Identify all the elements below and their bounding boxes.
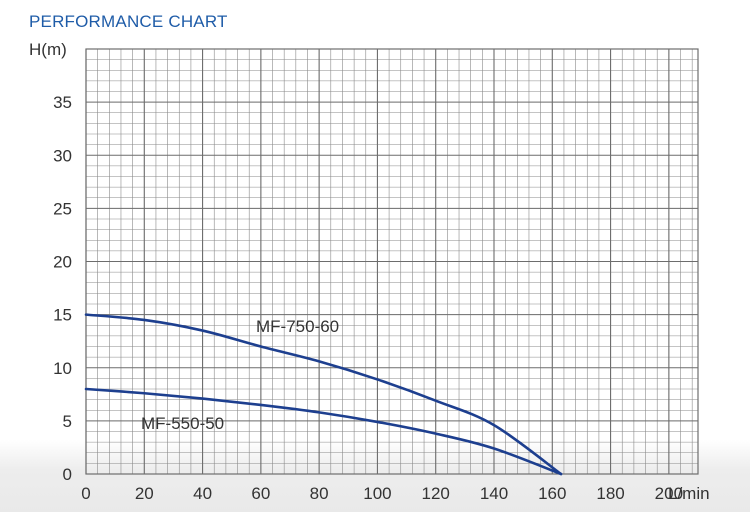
- y-tick-label: 30: [53, 146, 72, 165]
- x-tick-label: 0: [81, 484, 90, 503]
- x-tick-labels: 0 20 40 60 80 100 120 140 160 180 200: [81, 484, 683, 503]
- y-tick-label: 25: [53, 199, 72, 218]
- y-tick-label: 5: [63, 412, 72, 431]
- plot-frame: [85, 48, 699, 475]
- y-axis-label: H(m): [29, 40, 67, 59]
- x-tick-label: 100: [363, 484, 391, 503]
- y-tick-label: 35: [53, 93, 72, 112]
- y-tick-label: 20: [53, 253, 72, 272]
- y-tick-label: 0: [63, 465, 72, 484]
- y-tick-label: 15: [53, 306, 72, 325]
- x-tick-label: 20: [135, 484, 154, 503]
- grid-major: [85, 48, 699, 475]
- series-line-1: [84, 387, 563, 476]
- series-line-0: [84, 313, 563, 476]
- x-axis-label: L/min: [668, 484, 710, 503]
- x-tick-label: 180: [596, 484, 624, 503]
- curve-labels: MF-750-60 MF-550-50: [141, 317, 339, 433]
- x-tick-label: 140: [480, 484, 508, 503]
- y-tick-labels: 0 5 10 15 20 25 30 35: [53, 93, 72, 484]
- series-label-0: MF-750-60: [256, 317, 339, 336]
- x-tick-label: 60: [251, 484, 270, 503]
- x-tick-label: 160: [538, 484, 566, 503]
- series-label-1: MF-550-50: [141, 414, 224, 433]
- x-tick-label: 200: [655, 484, 683, 503]
- x-tick-label: 120: [422, 484, 450, 503]
- x-tick-label: 80: [310, 484, 329, 503]
- chart-title: PERFORMANCE CHART: [29, 12, 228, 31]
- y-tick-label: 10: [53, 359, 72, 378]
- x-tick-label: 40: [193, 484, 212, 503]
- curves: [84, 313, 563, 476]
